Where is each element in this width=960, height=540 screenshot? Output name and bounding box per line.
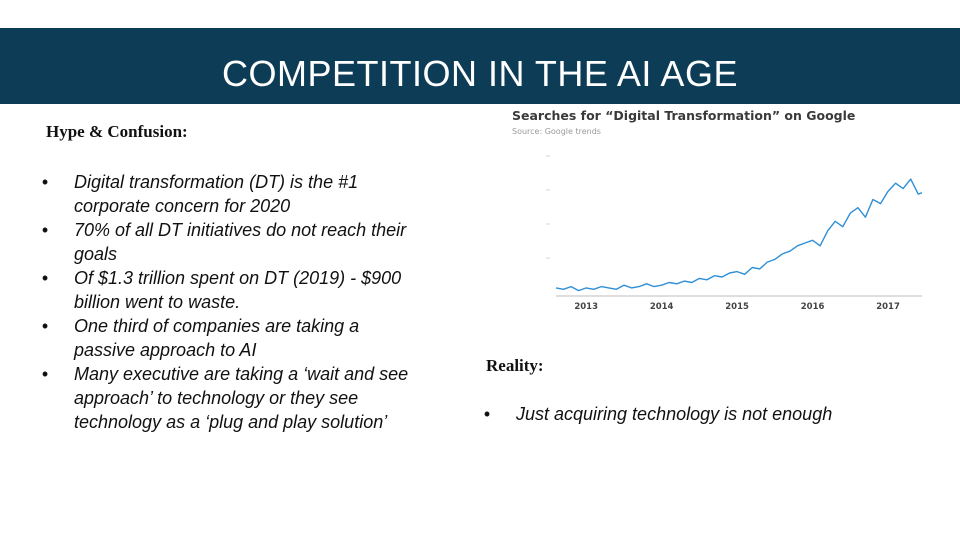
x-tick-label: 2014	[650, 302, 674, 312]
list-item: • Of $1.3 trillion spent on DT (2019) - $…	[30, 266, 420, 314]
x-tick-label: 2015	[725, 302, 749, 312]
x-tick-label: 2017	[876, 302, 900, 312]
list-item: • Digital transformation (DT) is the #1 c…	[30, 170, 420, 218]
x-tick-label: 2016	[801, 302, 825, 312]
search-trend-chart: 2013 2014 2015 2016 2017 Searches for “Digit…	[498, 104, 932, 320]
x-tick-label: 2013	[574, 302, 598, 312]
right-heading: Reality:	[486, 356, 544, 375]
bullet-text: Digital transformation (DT) is the #1 co…	[74, 172, 359, 216]
slide-title: COMPETITION IN THE AI AGE	[222, 53, 738, 94]
bullet-icon: •	[41, 316, 49, 336]
chart-source: Source: Google trends	[512, 127, 601, 136]
bullet-text: Just acquiring technology is not enough	[516, 404, 833, 424]
bullet-text: 70% of all DT initiatives do not reach t…	[74, 220, 407, 264]
left-heading: Hype & Confusion:	[46, 122, 188, 141]
bullet-text: Many executive are taking a ‘wait and se…	[74, 364, 409, 432]
chart-title: Searches for “Digital Transformation” on…	[512, 108, 856, 123]
bullet-icon: •	[41, 364, 49, 384]
list-item: • One third of companies are taking a pas…	[30, 314, 420, 362]
bullet-text: Of $1.3 trillion spent on DT (2019) - $9…	[74, 268, 402, 312]
list-item: • 70% of all DT initiatives do not reach …	[30, 218, 420, 266]
list-item: • Many executive are taking a ‘wait and s…	[30, 362, 420, 434]
bullet-text: One third of companies are taking a pass…	[74, 316, 360, 360]
right-bullet-list: • Just acquiring technology is not enough	[472, 402, 922, 426]
bullet-icon: •	[41, 172, 49, 192]
bullet-icon: •	[41, 268, 49, 288]
list-item: • Just acquiring technology is not enough	[472, 402, 922, 426]
chart-svg: 2013 2014 2015 2016 2017	[546, 155, 923, 312]
title-bar: COMPETITION IN THE AI AGE	[0, 28, 960, 104]
bullet-icon: •	[483, 404, 491, 424]
series-line	[555, 178, 923, 292]
bullet-icon: •	[41, 220, 49, 240]
left-bullet-list: • Digital transformation (DT) is the #1 c…	[30, 170, 420, 434]
